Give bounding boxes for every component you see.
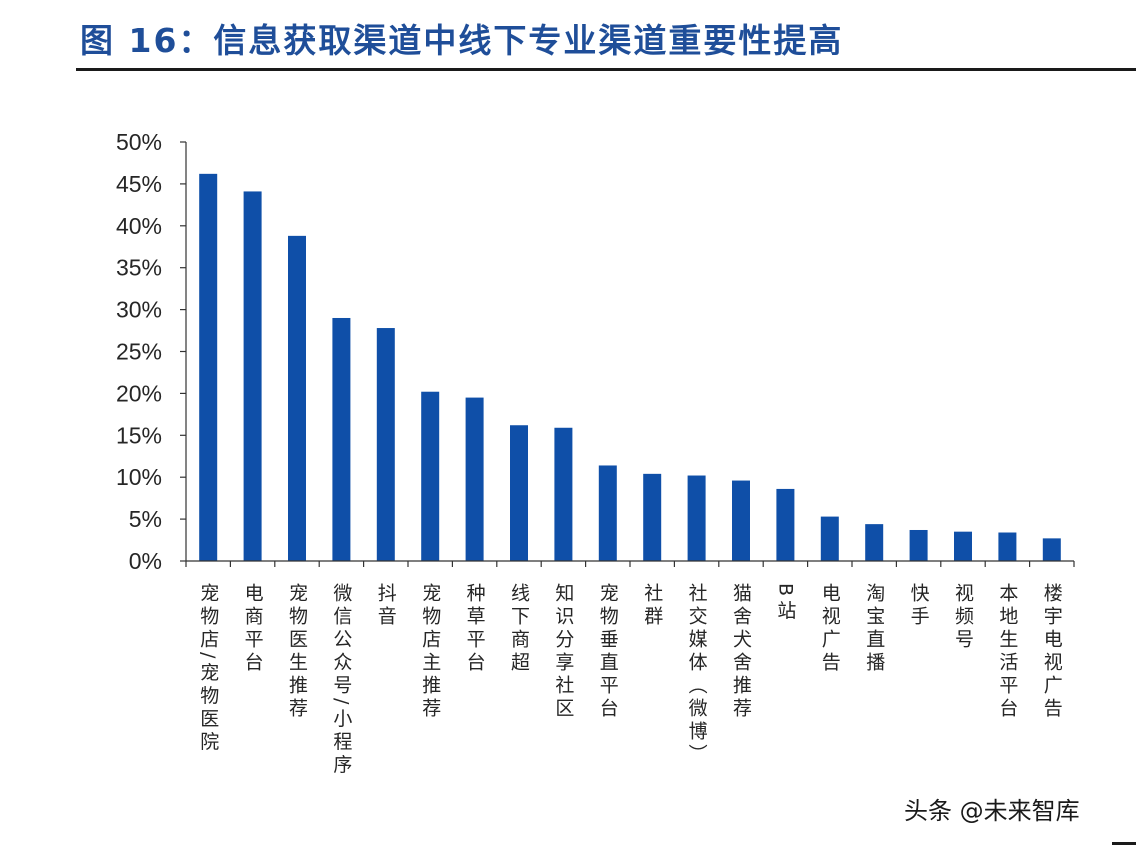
bar bbox=[332, 317, 351, 561]
y-tick-label: 40% bbox=[116, 213, 162, 239]
y-tick-label: 5% bbox=[129, 506, 162, 532]
x-tick-label: 快手 bbox=[908, 583, 930, 629]
bars bbox=[199, 173, 1061, 562]
x-tick-label: 猫舍犬舍推荐 bbox=[730, 583, 752, 721]
corner-mark bbox=[1112, 842, 1136, 845]
bar bbox=[510, 425, 528, 561]
bar bbox=[732, 480, 750, 561]
bar bbox=[687, 475, 706, 561]
x-tick-label: 楼宇电视广告 bbox=[1041, 583, 1063, 721]
bar bbox=[421, 391, 440, 561]
y-tick-label: 50% bbox=[116, 129, 162, 155]
x-tick-label: 种草平台 bbox=[464, 583, 486, 675]
x-tick-label: 宠物医生推荐 bbox=[286, 583, 308, 721]
bar bbox=[376, 328, 395, 561]
bar bbox=[909, 529, 928, 561]
page-title: 图 16：信息获取渠道中线下专业渠道重要性提高 bbox=[80, 21, 844, 60]
x-tick-label: B站 bbox=[774, 583, 796, 623]
bar bbox=[288, 235, 306, 562]
bar bbox=[465, 397, 484, 561]
y-tick-label: 10% bbox=[116, 464, 162, 490]
bar bbox=[776, 488, 795, 561]
bar bbox=[598, 465, 617, 561]
y-tick-label: 25% bbox=[116, 339, 162, 365]
x-tick-label: 宠物垂直平台 bbox=[597, 583, 619, 721]
watermark-text: 头条 @未来智库 bbox=[904, 797, 1080, 825]
y-axis: 0% 5% 10% 15% 20% 25% 30% 35% 40% 45% 50% bbox=[116, 129, 187, 574]
x-tick-label: 淘宝直播 bbox=[863, 583, 885, 675]
y-tick-label: 20% bbox=[116, 380, 162, 406]
x-tick-label: 宠物店/宠物医院 bbox=[197, 583, 219, 755]
x-tick-label: 宠物店主推荐 bbox=[419, 583, 441, 721]
bar bbox=[865, 524, 884, 561]
bar bbox=[643, 473, 662, 561]
x-tick-label: 社交媒体（微博） bbox=[686, 583, 708, 767]
bar bbox=[1042, 538, 1061, 561]
x-tick-label: 微信公众号/小程序 bbox=[330, 583, 352, 778]
x-tick-label: 知识分享社区 bbox=[552, 583, 574, 721]
x-tick-label: 抖音 bbox=[375, 583, 397, 629]
bar bbox=[954, 531, 972, 561]
x-tick-label: 电视广告 bbox=[819, 583, 841, 675]
y-tick-label: 0% bbox=[129, 548, 162, 574]
x-tick-label: 线下商超 bbox=[508, 583, 530, 675]
title-divider bbox=[76, 68, 1136, 71]
x-tick-label: 社群 bbox=[641, 583, 663, 629]
y-tick-label: 15% bbox=[116, 422, 162, 448]
y-tick-label: 35% bbox=[116, 255, 162, 281]
x-axis: 宠物店/宠物医院 电商平台 宠物医生推荐 微信公众号/小程序 抖音 宠物店主推荐 种草平台线… bbox=[185, 560, 1075, 778]
bar bbox=[820, 516, 839, 561]
y-tick-label: 45% bbox=[116, 171, 162, 197]
bar bbox=[998, 532, 1017, 561]
bar bbox=[199, 173, 218, 561]
x-tick-label: 电商平台 bbox=[242, 583, 264, 675]
x-tick-label: 视频号 bbox=[952, 583, 974, 652]
bar bbox=[554, 427, 573, 561]
bar bbox=[243, 191, 262, 561]
y-tick-label: 30% bbox=[116, 297, 162, 323]
x-tick-label: 本地生活平台 bbox=[996, 583, 1018, 721]
